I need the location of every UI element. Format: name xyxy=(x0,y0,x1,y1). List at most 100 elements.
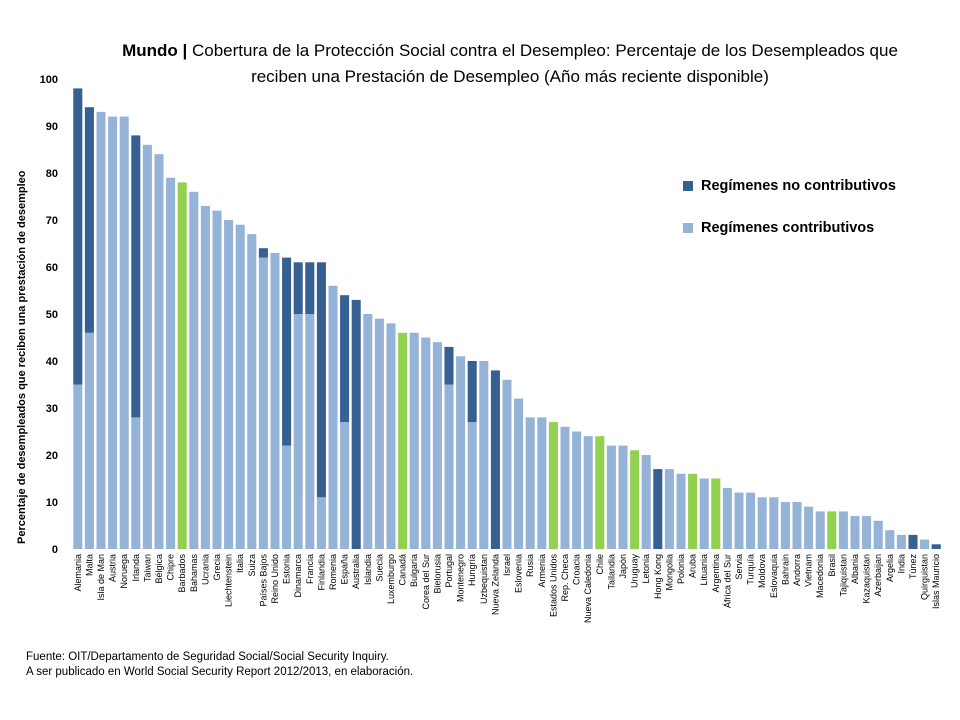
x-tick-label: Estados Unidos xyxy=(548,554,558,618)
chart-title-prefix: Mundo | xyxy=(122,41,188,60)
bar-non-contributive xyxy=(73,88,83,385)
bar-contributive xyxy=(757,497,767,549)
y-tick-label: 60 xyxy=(46,262,58,274)
bar-non-contributive xyxy=(305,262,315,314)
bar-contributive xyxy=(699,478,709,549)
x-tick-label: Dinamarca xyxy=(293,554,303,598)
bar-contributive xyxy=(456,356,466,549)
bar-contributive xyxy=(224,220,234,549)
x-tick-label: India xyxy=(896,554,906,574)
source-line-1: Fuente: OIT/Departamento de Seguridad So… xyxy=(26,651,389,663)
x-tick-label: Armenia xyxy=(537,554,547,588)
bar-contributive xyxy=(328,285,338,549)
x-tick-label: Croacia xyxy=(572,554,582,585)
x-tick-label: Montenegro xyxy=(456,554,466,602)
y-tick-label: 40 xyxy=(46,356,58,368)
x-tick-label: Israel xyxy=(502,554,512,576)
legend-swatch-non-contributive xyxy=(683,181,693,191)
bar-contributive xyxy=(363,314,373,549)
bar-contributive xyxy=(804,506,814,549)
x-tick-label: Alemania xyxy=(73,554,83,592)
bar-contributive xyxy=(606,445,616,549)
chart-title: Mundo | Cobertura de la Protección Socia… xyxy=(110,38,910,90)
bar-contributive xyxy=(316,497,326,549)
x-tick-label: Japón xyxy=(618,554,628,579)
x-tick-label: Estonia xyxy=(282,554,292,584)
bar-non-contributive xyxy=(340,295,350,423)
bar-contributive xyxy=(734,492,744,549)
bar-contributive xyxy=(896,534,906,549)
x-tick-label: Corea del Sur xyxy=(421,554,431,610)
bar-contributive xyxy=(177,182,187,549)
x-tick-label: Portugal xyxy=(444,554,454,588)
bar-contributive xyxy=(142,144,152,550)
x-tick-label: Bahrain xyxy=(780,554,790,585)
x-tick-label: Polonia xyxy=(676,554,686,584)
x-tick-label: Rep. Checa xyxy=(560,554,570,602)
x-tick-label: Macedonia xyxy=(815,554,825,598)
bar-contributive xyxy=(746,492,756,549)
x-tick-label: Taiwan xyxy=(142,554,152,582)
bar-non-contributive xyxy=(293,262,303,314)
x-tick-label: Ucrania xyxy=(200,554,210,585)
legend-item-non-contributive: Regímenes no contributivos xyxy=(683,176,896,196)
x-tick-label: Quirguistan xyxy=(920,554,930,600)
x-tick-label: Lituania xyxy=(699,554,709,586)
x-tick-label: Bahamas xyxy=(189,554,199,593)
bar-contributive xyxy=(386,323,396,549)
x-tick-label: Barbados xyxy=(177,554,187,593)
x-tick-label: Tajiquistan xyxy=(838,554,848,597)
x-tick-label: Kazaquistan xyxy=(862,554,872,604)
bar-contributive xyxy=(838,511,848,549)
chart-title-text: Cobertura de la Protección Social contra… xyxy=(192,41,898,86)
x-tick-label: Malta xyxy=(84,554,94,576)
bar-contributive xyxy=(630,450,640,549)
x-tick-label: Brasil xyxy=(827,554,837,577)
bar-contributive xyxy=(572,431,582,549)
bar-contributive xyxy=(258,257,268,549)
bar-contributive xyxy=(235,224,245,549)
bar-contributive xyxy=(467,422,477,549)
y-tick-label: 10 xyxy=(46,497,58,509)
bar-contributive xyxy=(444,384,454,549)
x-tick-label: Vietnam xyxy=(804,554,814,587)
bar-contributive xyxy=(247,234,257,549)
x-tick-label: Bélgica xyxy=(154,554,164,584)
bar-non-contributive xyxy=(84,107,94,333)
bar-contributive xyxy=(873,520,883,549)
bar-contributive xyxy=(711,478,721,549)
bar-non-contributive xyxy=(931,544,941,549)
bar-non-contributive xyxy=(908,534,918,549)
bar-non-contributive xyxy=(351,299,361,549)
bar-contributive xyxy=(688,473,698,549)
y-tick-label: 20 xyxy=(46,450,58,462)
x-tick-label: Suiza xyxy=(247,554,257,577)
legend: Regímenes no contributivos Regímenes con… xyxy=(683,176,896,260)
x-tick-label: Túnez xyxy=(908,554,918,580)
x-tick-label: Rusia xyxy=(525,554,535,577)
bar-contributive xyxy=(189,191,199,550)
x-tick-label: Argelia xyxy=(885,554,895,582)
bar-contributive xyxy=(862,516,872,549)
bar-contributive xyxy=(525,417,535,549)
x-tick-label: España xyxy=(340,554,350,585)
bar-contributive xyxy=(780,502,790,549)
x-tick-label: Noruega xyxy=(119,554,129,589)
bar-contributive xyxy=(374,318,384,549)
bar-contributive xyxy=(502,379,512,549)
bar-contributive xyxy=(548,422,558,549)
bar-contributive xyxy=(421,337,431,549)
bar-contributive xyxy=(920,539,930,549)
bar-contributive xyxy=(676,473,686,549)
bar-contributive xyxy=(108,116,118,549)
x-tick-label: Reino Unido xyxy=(270,554,280,604)
bar-contributive xyxy=(885,530,895,549)
x-tick-label: Australia xyxy=(351,554,361,589)
bar-contributive xyxy=(398,332,408,549)
source-line-2: A ser publicado en World Social Security… xyxy=(26,666,414,678)
x-tick-label: Islas Mauricio xyxy=(931,554,941,609)
bar-non-contributive xyxy=(653,469,663,549)
bar-contributive xyxy=(769,497,779,549)
bar-contributive xyxy=(641,455,651,549)
